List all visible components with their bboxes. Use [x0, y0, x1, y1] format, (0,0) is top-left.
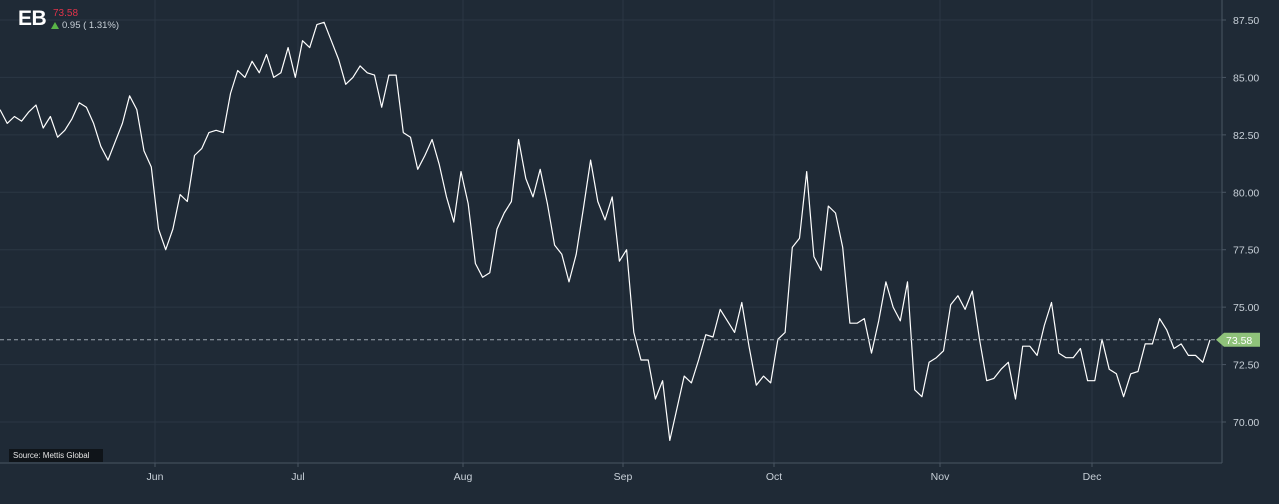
x-tick-label: Nov	[931, 471, 950, 483]
price-change-text: 0.95 ( 1.31%)	[62, 20, 120, 31]
price-line	[0, 21, 1211, 441]
last-price-tag	[1216, 332, 1260, 347]
ticker-symbol: EB	[18, 7, 47, 30]
price-change: 0.95 ( 1.31%)	[51, 20, 119, 31]
last-price-marker: 73.58	[0, 332, 1260, 347]
series	[0, 21, 1211, 441]
x-tick-label: Oct	[766, 471, 782, 483]
y-tick-label: 80.00	[1233, 187, 1259, 199]
y-tick-label: 87.50	[1233, 15, 1259, 27]
y-tick-label: 70.00	[1233, 417, 1259, 429]
x-tick-label: Sep	[614, 471, 633, 483]
y-tick-label: 82.50	[1233, 130, 1259, 142]
y-tick-label: 72.50	[1233, 360, 1259, 372]
x-tick-label: Aug	[454, 471, 473, 483]
x-tick-label: Jul	[291, 471, 304, 483]
source-label: Source: Mettis Global	[9, 449, 104, 462]
y-tick-label: 85.00	[1233, 72, 1259, 84]
grid	[0, 0, 1222, 463]
axes: 70.00 72.50 75.00 77.50 80.00 82.50 85.00 87.50…	[0, 0, 1259, 483]
y-tick-label: 75.00	[1233, 302, 1259, 314]
last-price-tag-label: 73.58	[1226, 335, 1252, 347]
last-price: 73.58	[53, 8, 79, 19]
x-tick-label: Jun	[147, 471, 164, 483]
up-arrow-icon	[51, 22, 59, 29]
x-tick-label: Dec	[1083, 471, 1102, 483]
y-tick-label: 77.50	[1233, 245, 1259, 257]
